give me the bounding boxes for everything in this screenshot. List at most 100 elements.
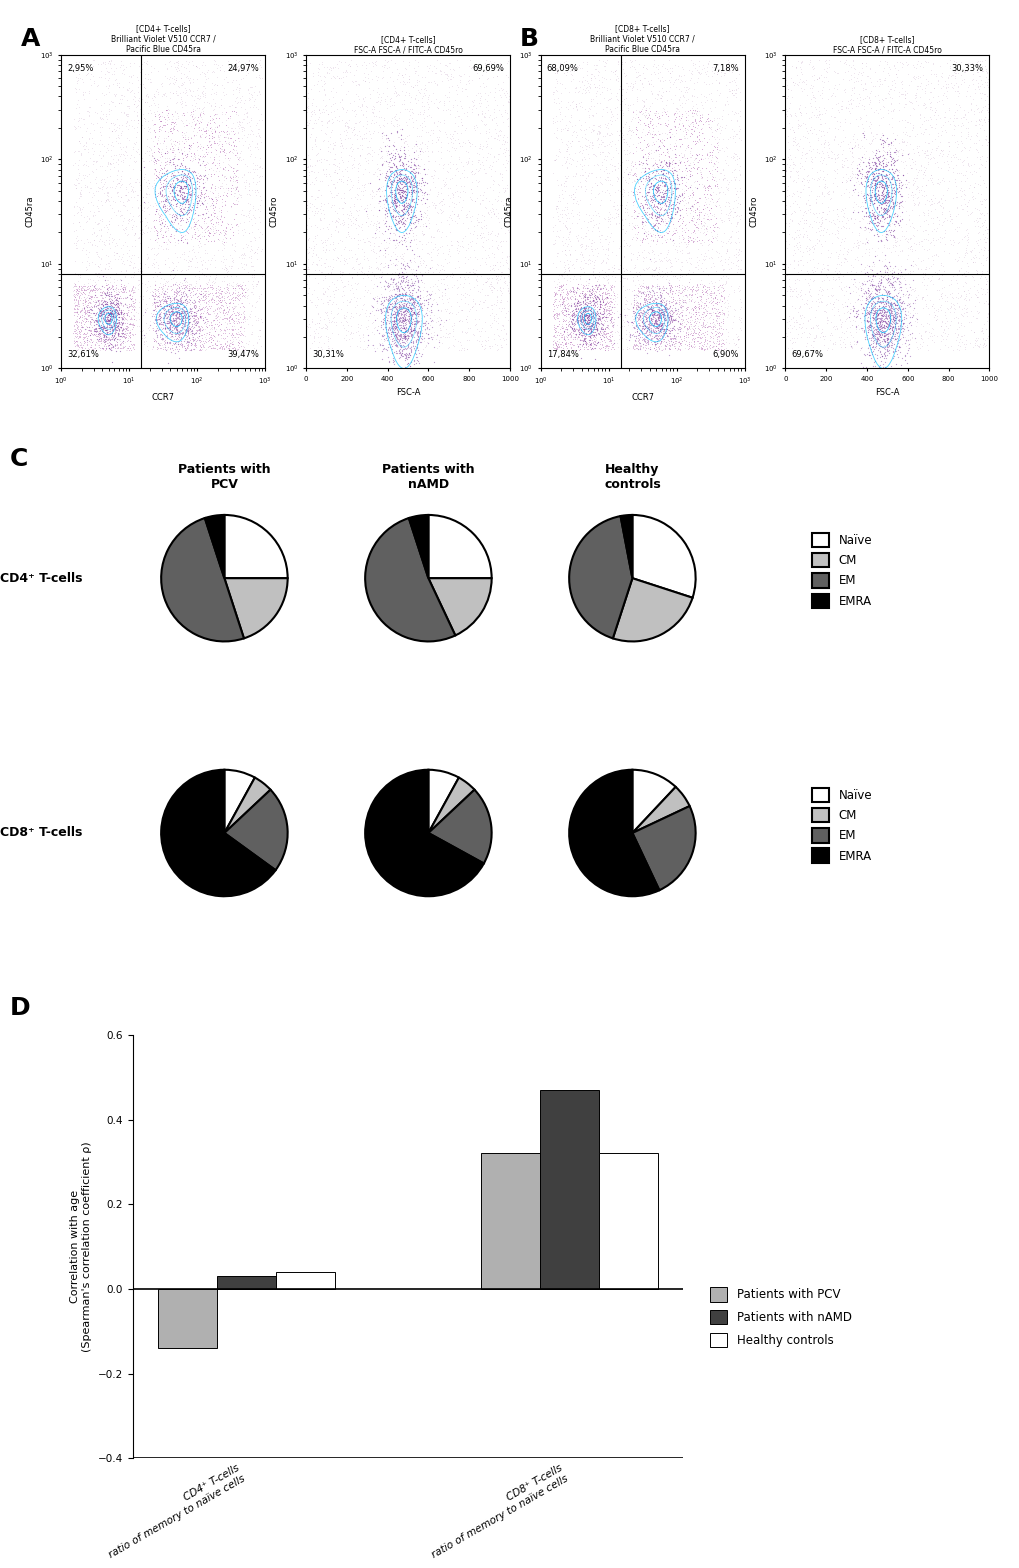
Point bbox=[195, 334, 211, 359]
Point bbox=[873, 303, 890, 328]
Point bbox=[166, 143, 182, 168]
Point bbox=[174, 223, 191, 248]
Point bbox=[625, 295, 641, 320]
Point bbox=[930, 190, 947, 215]
Point bbox=[547, 282, 564, 307]
Point bbox=[707, 205, 723, 230]
Point bbox=[168, 299, 184, 325]
Point bbox=[366, 321, 382, 347]
Point bbox=[904, 303, 920, 328]
Point bbox=[198, 194, 214, 220]
Point bbox=[440, 238, 457, 263]
Point bbox=[398, 295, 415, 320]
Point bbox=[908, 52, 924, 77]
Point bbox=[690, 252, 706, 278]
Point bbox=[886, 147, 902, 172]
Point bbox=[892, 271, 908, 296]
Point bbox=[961, 202, 977, 227]
Point bbox=[83, 190, 99, 215]
Point bbox=[400, 152, 417, 177]
Point bbox=[193, 213, 209, 238]
Point bbox=[578, 321, 594, 347]
Point bbox=[151, 114, 167, 140]
Point bbox=[684, 185, 700, 210]
Point bbox=[722, 256, 739, 281]
Point bbox=[406, 160, 422, 185]
Point bbox=[849, 135, 865, 160]
Point bbox=[657, 78, 674, 103]
Point bbox=[650, 201, 666, 226]
Point bbox=[897, 298, 913, 323]
Point bbox=[394, 293, 411, 318]
Point bbox=[570, 271, 586, 296]
Point bbox=[464, 67, 480, 93]
Point bbox=[460, 232, 476, 257]
Point bbox=[674, 177, 690, 202]
Point bbox=[665, 141, 682, 166]
Point bbox=[593, 326, 609, 351]
Point bbox=[952, 113, 968, 138]
Point bbox=[122, 292, 139, 317]
Point bbox=[591, 289, 607, 314]
Point bbox=[863, 290, 879, 315]
Point bbox=[708, 105, 725, 130]
Point bbox=[646, 303, 662, 328]
Point bbox=[576, 323, 592, 348]
Point bbox=[781, 320, 797, 345]
Point bbox=[414, 89, 430, 114]
Point bbox=[388, 328, 405, 353]
Point bbox=[552, 279, 569, 304]
Point bbox=[948, 241, 964, 267]
Point bbox=[883, 328, 900, 353]
Point bbox=[590, 263, 606, 289]
Point bbox=[949, 325, 965, 350]
Point bbox=[684, 204, 700, 229]
Point bbox=[239, 331, 256, 356]
Point bbox=[574, 328, 590, 353]
Point bbox=[867, 188, 883, 213]
Point bbox=[702, 325, 718, 350]
Point bbox=[197, 82, 213, 107]
Point bbox=[90, 276, 106, 301]
Point bbox=[675, 151, 691, 176]
Point bbox=[492, 290, 508, 315]
Point bbox=[818, 216, 835, 241]
Point bbox=[71, 183, 88, 209]
Point bbox=[398, 166, 415, 191]
Point bbox=[577, 282, 593, 307]
Point bbox=[396, 318, 413, 343]
Point bbox=[684, 326, 700, 351]
Point bbox=[547, 325, 564, 350]
Point bbox=[332, 309, 348, 334]
Point bbox=[114, 251, 130, 276]
Point bbox=[154, 296, 170, 321]
Point bbox=[304, 154, 320, 179]
Point bbox=[155, 334, 171, 359]
Point bbox=[910, 133, 926, 158]
Point bbox=[878, 334, 895, 359]
Point bbox=[97, 337, 113, 362]
Point bbox=[898, 91, 914, 116]
Point bbox=[618, 230, 634, 256]
Point bbox=[653, 296, 669, 321]
Point bbox=[680, 229, 696, 254]
Point bbox=[119, 100, 136, 125]
Point bbox=[725, 279, 741, 304]
Point bbox=[552, 172, 569, 198]
Point bbox=[631, 334, 647, 359]
Point bbox=[638, 165, 654, 190]
Point bbox=[913, 284, 929, 309]
Point bbox=[315, 97, 331, 122]
Point bbox=[951, 314, 967, 339]
Title: [CD8+ T-cells]
Brilliant Violet V510 CCR7 /
Pacific Blue CD45ra: [CD8+ T-cells] Brilliant Violet V510 CCR… bbox=[590, 24, 694, 55]
Point bbox=[608, 318, 625, 343]
Point bbox=[671, 299, 687, 325]
Point bbox=[399, 334, 416, 359]
Point bbox=[395, 309, 412, 334]
Point bbox=[867, 157, 883, 182]
Point bbox=[592, 301, 608, 326]
Point bbox=[922, 252, 938, 278]
Point bbox=[413, 207, 429, 232]
Point bbox=[704, 292, 720, 317]
Point bbox=[138, 83, 154, 108]
